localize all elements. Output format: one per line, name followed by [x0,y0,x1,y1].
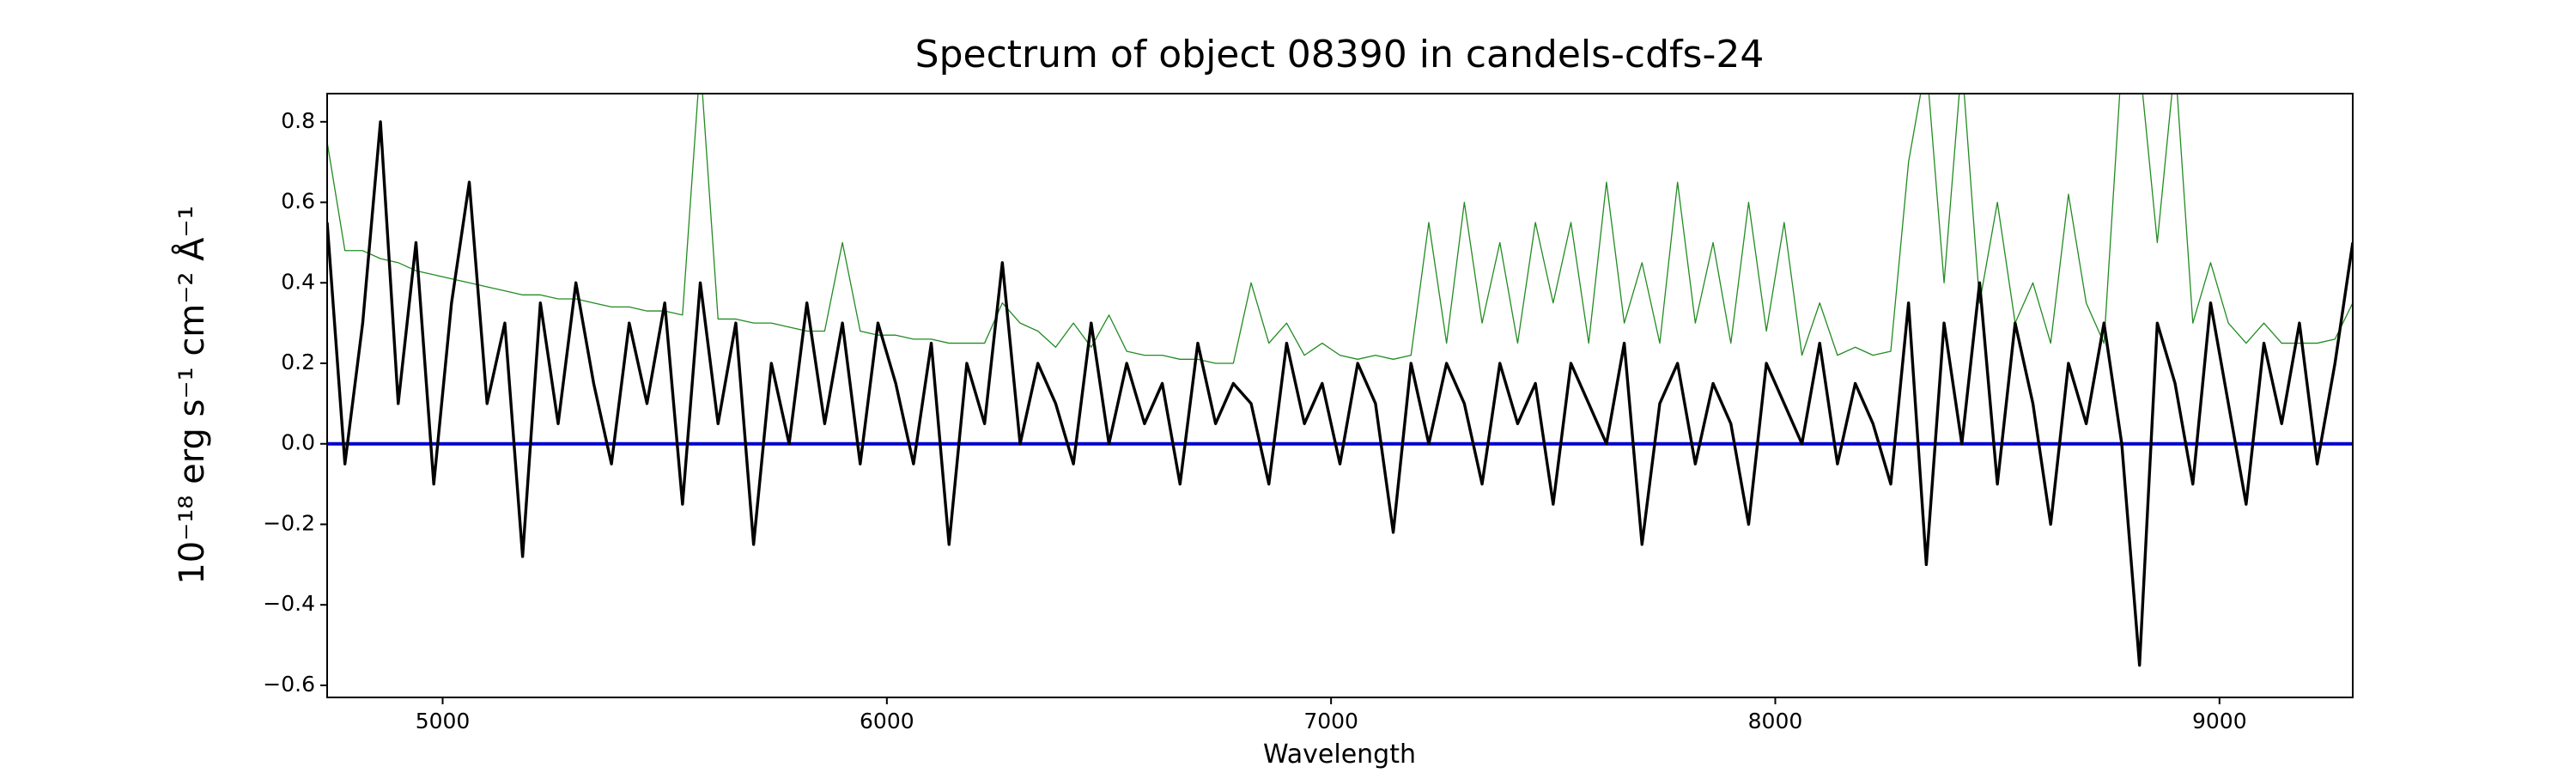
y-tick-label: 0.2 [281,350,315,374]
x-tick-label: 9000 [2192,709,2247,733]
y-tick-label: 0.4 [281,269,315,294]
y-axis-label: 10⁻¹⁸ erg s⁻¹ cm⁻² Å⁻¹ [171,205,212,584]
x-axis-label: Wavelength [1263,740,1416,770]
plot-frame [326,93,2354,698]
spectrum-line [327,120,2353,667]
chart-title: Spectrum of object 08390 in candels-cdfs… [915,33,1765,76]
y-tick-label: 0.6 [281,189,315,214]
y-tick-label: 0.8 [281,108,315,133]
x-tick-label: 6000 [860,709,914,733]
y-tick-label: −0.2 [263,510,315,535]
y-tick-label: 0.0 [281,430,315,455]
y-tick-label: −0.4 [263,591,315,616]
x-tick-label: 8000 [1748,709,1803,733]
plot-area [327,94,2353,667]
y-tick-label: −0.6 [263,672,315,697]
x-tick-label: 5000 [416,709,471,733]
x-tick-label: 7000 [1303,709,1358,733]
